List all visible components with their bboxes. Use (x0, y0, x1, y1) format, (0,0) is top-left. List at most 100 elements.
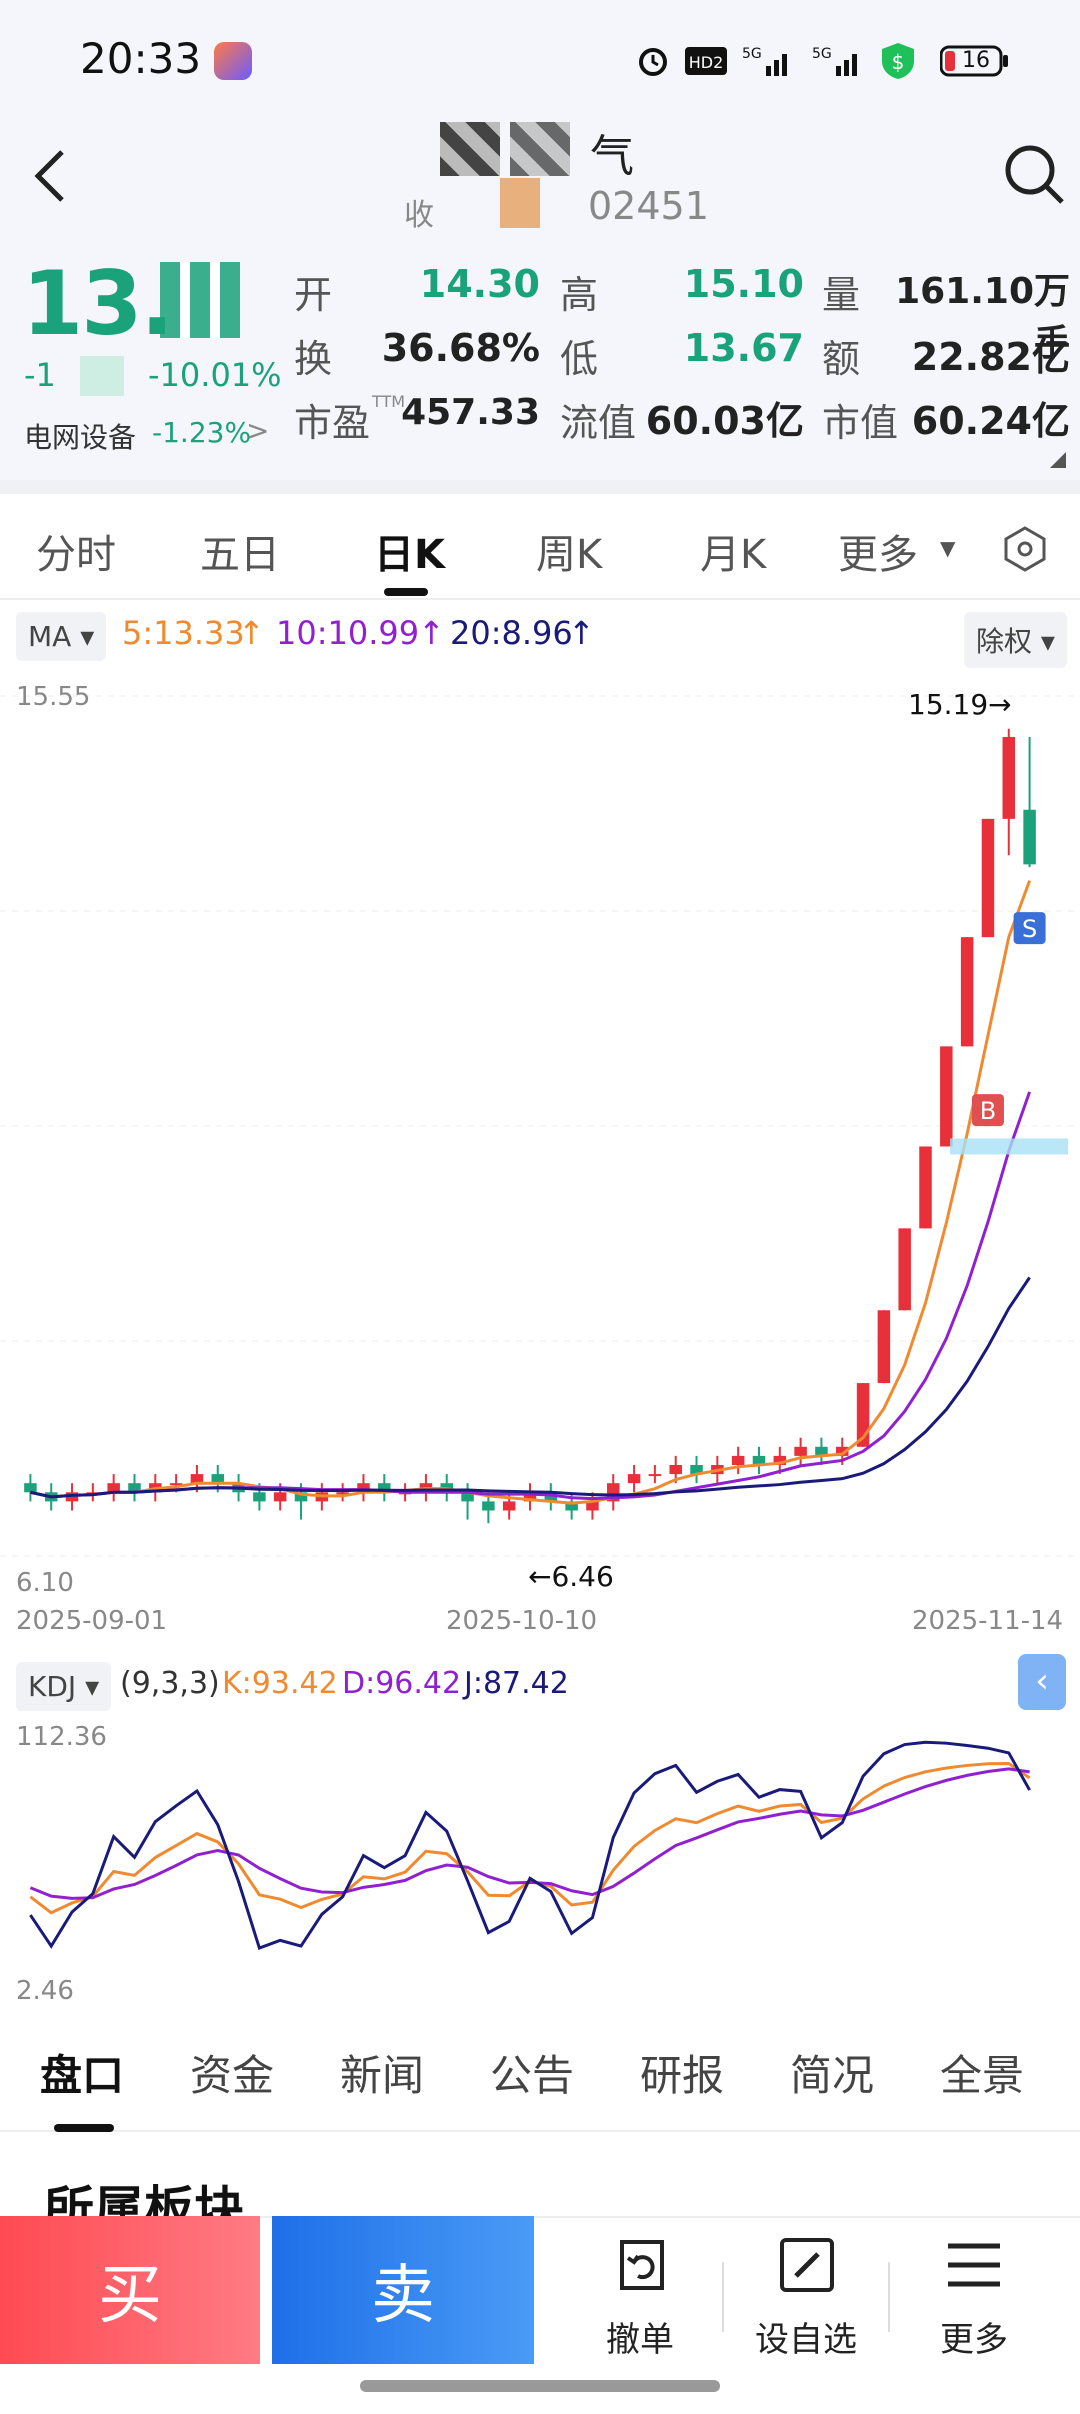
price-level-band (950, 1138, 1068, 1155)
more-actions-label: 更多 (940, 2320, 1008, 2360)
candle (461, 1492, 474, 1502)
candlestick-chart[interactable]: SB (0, 676, 1080, 1596)
search-icon (1005, 145, 1064, 204)
svg-text:$: $ (892, 50, 905, 74)
price-blurred (160, 262, 240, 338)
turnover-value: 36.68% (381, 326, 540, 370)
price-change-pct: -10.01% (148, 356, 282, 394)
sector-link[interactable]: 电网设备 (24, 421, 137, 454)
candle (815, 1446, 828, 1456)
candle (273, 1492, 287, 1502)
high-label: 高 (560, 273, 599, 317)
svg-text:HD2: HD2 (689, 53, 724, 72)
candle (940, 1046, 953, 1147)
ma10-up-arrow-icon: ↑ (418, 614, 445, 652)
chart-settings-button[interactable] (1000, 524, 1050, 578)
low-value: 13.67 (683, 326, 804, 370)
buy-marker-box (971, 1094, 1004, 1127)
detail-tabs (0, 2010, 1080, 2132)
expand-corner-icon[interactable] (1050, 452, 1066, 468)
sector-change-pct: -1.23% (152, 416, 252, 449)
x-axis-label-start: 2025-09-01 (16, 1606, 168, 1636)
add-watchlist-button[interactable]: 设自选 (736, 2236, 876, 2360)
tab-announcements[interactable]: 公告 (490, 2051, 575, 2100)
ma5-value: 5:13.33 (122, 614, 245, 652)
candle (919, 1146, 932, 1229)
kdj-selector[interactable]: KDJ ▾ (16, 1662, 112, 1711)
candle (482, 1501, 495, 1511)
cancel-order-button[interactable]: 撤单 (570, 2236, 710, 2360)
ma20-up-arrow-icon: ↑ (568, 614, 595, 652)
alarm-icon (636, 42, 670, 80)
ma5-line (30, 880, 1031, 1505)
kdj-params: (9,3,3) (120, 1666, 220, 1701)
tab-order-book[interactable]: 盘口 (40, 2051, 125, 2100)
candle (648, 1474, 662, 1477)
candle (1002, 736, 1016, 819)
tab-more[interactable]: 更多 (838, 532, 918, 578)
cancel-order-label: 撤单 (606, 2320, 674, 2360)
kdj-chart[interactable] (0, 1710, 1080, 2010)
tab-monthly-k[interactable]: 月K (700, 532, 767, 578)
ma5-up-arrow-icon: ↑ (238, 614, 265, 652)
tab-intraday[interactable]: 分时 (36, 532, 116, 578)
candle (877, 1310, 891, 1384)
candle (190, 1474, 204, 1484)
tab-five-day[interactable]: 五日 (200, 532, 280, 578)
open-value: 14.30 (419, 262, 540, 306)
x-axis-label-mid: 2025-10-10 (446, 1606, 598, 1636)
tab-research[interactable]: 研报 (640, 2051, 725, 2100)
candle (502, 1501, 516, 1511)
stock-code-blurred (500, 178, 540, 228)
collapse-panel-button[interactable]: ‹ (1018, 1654, 1066, 1710)
ma10-line (30, 1091, 1032, 1501)
kdj-j-value: J:87.42 (464, 1666, 569, 1701)
ma10-value: 10:10.99 (276, 614, 420, 652)
x-axis-label-end: 2025-11-14 (912, 1606, 1064, 1636)
candle (169, 1483, 183, 1486)
candle (752, 1455, 766, 1465)
candle (898, 1228, 911, 1311)
active-tab-indicator (384, 588, 428, 596)
tab-overview[interactable]: 全景 (940, 2051, 1025, 2100)
ma-selector-label: MA (28, 620, 72, 653)
buy-button[interactable]: 买 (0, 2216, 260, 2364)
kdj-selector-label: KDJ (28, 1670, 77, 1703)
divider (0, 480, 1080, 494)
tab-weekly-k[interactable]: 周K (536, 532, 603, 578)
candle (253, 1492, 266, 1502)
tab-capital[interactable]: 资金 (190, 2051, 275, 2100)
price-change: -1 (24, 356, 56, 394)
candle (773, 1455, 787, 1465)
pe-value: 457.33 (401, 392, 540, 433)
ma-selector[interactable]: MA ▾ (16, 612, 107, 661)
back-button[interactable] (22, 140, 82, 210)
float-cap-value: 60.03亿 (645, 399, 804, 443)
search-button[interactable] (1000, 140, 1070, 210)
more-actions-button[interactable]: 更多 (904, 2236, 1044, 2360)
ma20-value: 20:8.96 (450, 614, 573, 652)
chart-period-tabs (0, 494, 1080, 600)
sell-button[interactable]: 卖 (272, 2216, 534, 2364)
caret-down-icon: ▼ (940, 536, 956, 560)
adjust-selector[interactable]: 除权 ▾ (964, 612, 1067, 668)
kdj-k-value: K:93.42 (222, 1666, 338, 1701)
sell-marker-box (1013, 912, 1046, 945)
candle (690, 1464, 703, 1475)
chevron-right-icon[interactable]: > (246, 414, 270, 447)
high-price-marker: 15.19→ (908, 688, 1012, 721)
candle (378, 1483, 391, 1493)
market-cap-value: 60.24亿 (911, 399, 1070, 443)
divider (888, 2262, 890, 2332)
svg-text:5G: 5G (812, 46, 832, 62)
tab-news[interactable]: 新闻 (340, 2051, 425, 2100)
tab-profile[interactable]: 简况 (790, 2051, 875, 2100)
menu-icon (948, 2243, 1000, 2287)
tab-daily-k[interactable]: 日K (374, 532, 445, 578)
candle (24, 1483, 37, 1493)
sell-marker: S (1022, 915, 1037, 943)
candle (1023, 809, 1036, 865)
app-notification-icon (214, 42, 252, 80)
candle (544, 1492, 558, 1502)
amount-value: 22.82亿 (911, 335, 1070, 379)
